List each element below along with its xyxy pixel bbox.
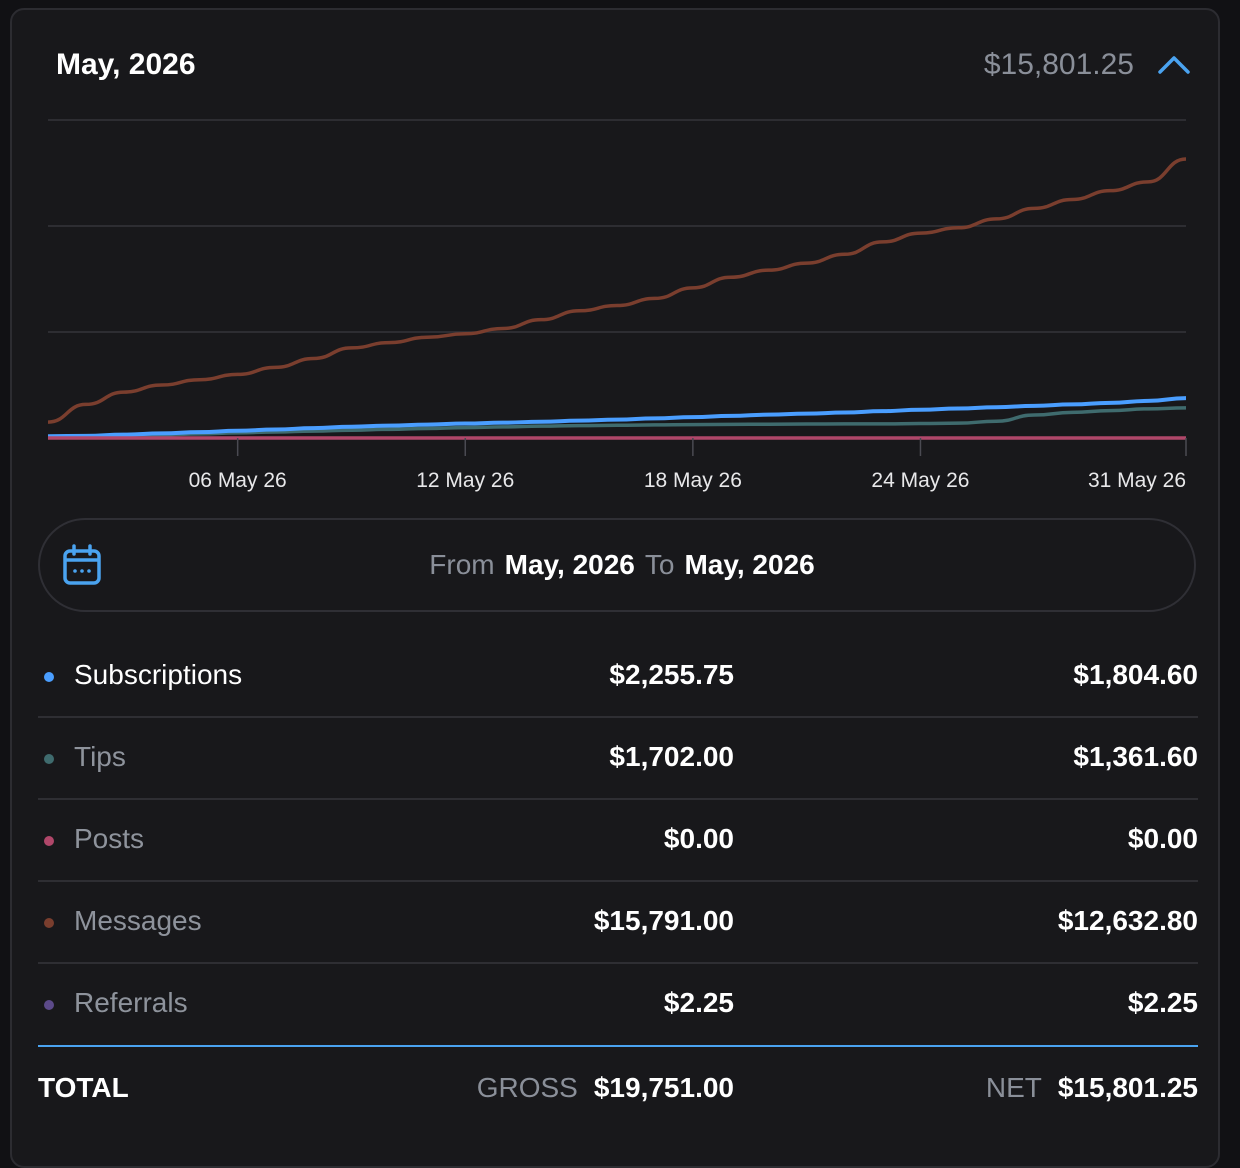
total-gross: GROSS $19,751.00 <box>477 1071 734 1105</box>
gross-total-value: $19,751.00 <box>594 1072 734 1103</box>
card-header[interactable]: May, 2026 $15,801.25 <box>12 10 1218 120</box>
posts-dot <box>44 836 54 846</box>
row-name: Subscriptions <box>74 658 242 692</box>
x-tick-label: 18 May 26 <box>644 469 742 492</box>
x-tick-label: 31 May 26 <box>1088 469 1186 492</box>
row-referrals[interactable]: Referrals $2.25 $2.25 <box>38 964 1198 1044</box>
chart-svg: 06 May 26 12 May 26 18 May 26 24 May 26 31 M… <box>12 110 1222 510</box>
row-gross: $1,702.00 <box>609 740 734 774</box>
month-title: May, 2026 <box>56 48 196 82</box>
row-name: Messages <box>74 904 202 938</box>
row-posts[interactable]: Posts $0.00 $0.00 <box>38 800 1198 882</box>
net-caption: NET <box>986 1072 1042 1103</box>
from-label: From <box>429 549 494 580</box>
row-name: Posts <box>74 822 144 856</box>
series-line-messages <box>48 159 1186 422</box>
x-tick-label: 12 May 26 <box>416 469 514 492</box>
row-gross: $0.00 <box>664 822 734 856</box>
row-messages[interactable]: Messages $15,791.00 $12,632.80 <box>38 882 1198 964</box>
row-net: $2.25 <box>1128 986 1198 1020</box>
row-net: $1,361.60 <box>1073 740 1198 774</box>
earnings-chart: 06 May 26 12 May 26 18 May 26 24 May 26 31 M… <box>12 110 1222 510</box>
row-net: $12,632.80 <box>1058 904 1198 938</box>
earnings-table: Subscriptions $2,255.75 $1,804.60 Tips $… <box>38 636 1198 1044</box>
messages-dot <box>44 918 54 928</box>
header-total: $15,801.25 <box>984 48 1134 82</box>
row-gross: $2.25 <box>664 986 734 1020</box>
row-gross: $2,255.75 <box>609 658 734 692</box>
row-tips[interactable]: Tips $1,702.00 $1,361.60 <box>38 718 1198 800</box>
row-net: $1,804.60 <box>1073 658 1198 692</box>
row-subscriptions[interactable]: Subscriptions $2,255.75 $1,804.60 <box>38 636 1198 718</box>
subscriptions-dot <box>44 672 54 682</box>
x-tick-label: 06 May 26 <box>189 469 287 492</box>
row-net: $0.00 <box>1128 822 1198 856</box>
total-label: TOTAL <box>38 1071 129 1105</box>
net-total-value: $15,801.25 <box>1058 1072 1198 1103</box>
date-range-picker[interactable]: From May, 2026 To May, 2026 <box>38 518 1196 612</box>
to-value: May, 2026 <box>684 549 814 580</box>
chevron-up-icon[interactable] <box>1156 50 1192 80</box>
x-tick-label: 24 May 26 <box>871 469 969 492</box>
gross-caption: GROSS <box>477 1072 578 1103</box>
total-row: TOTAL GROSS $19,751.00 NET $15,801.25 <box>38 1045 1198 1127</box>
referrals-dot <box>44 1000 54 1010</box>
row-gross: $15,791.00 <box>594 904 734 938</box>
date-range-text: From May, 2026 To May, 2026 <box>40 548 1194 582</box>
total-net: NET $15,801.25 <box>986 1071 1198 1105</box>
tips-dot <box>44 754 54 764</box>
row-name: Referrals <box>74 986 188 1020</box>
earnings-card: May, 2026 $15,801.25 06 May 26 12 May 26 1… <box>10 8 1220 1168</box>
row-name: Tips <box>74 740 126 774</box>
to-label: To <box>645 549 675 580</box>
from-value: May, 2026 <box>505 549 635 580</box>
